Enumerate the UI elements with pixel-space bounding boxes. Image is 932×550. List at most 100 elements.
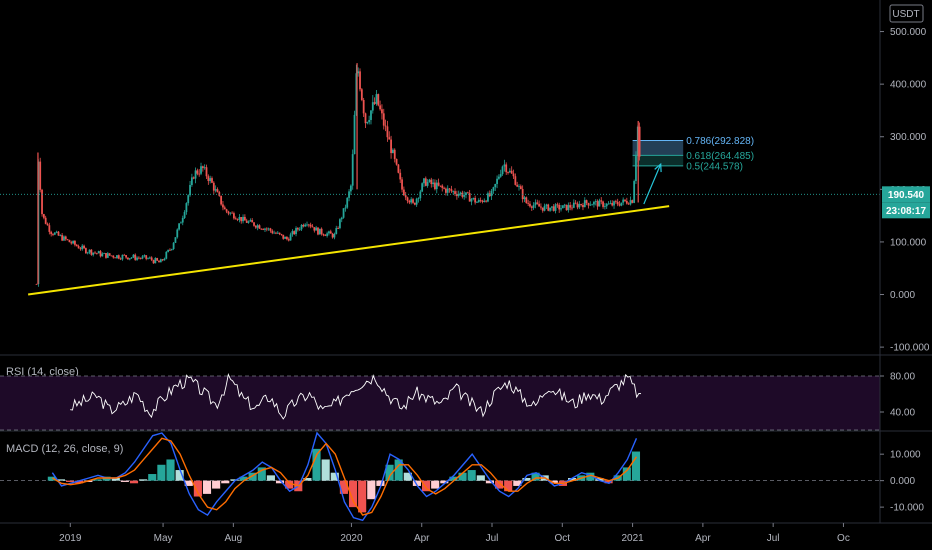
candle-body	[360, 89, 363, 100]
candle-body	[161, 259, 164, 261]
candle-body	[390, 139, 392, 154]
candle-body	[625, 200, 628, 204]
candle-body	[432, 182, 435, 185]
candle-body	[399, 172, 402, 180]
candle-body	[419, 191, 422, 199]
candle-body	[170, 249, 173, 250]
candle-body	[307, 224, 310, 226]
macd-histogram-bar	[622, 467, 631, 481]
candle-body	[545, 204, 548, 206]
candle-body	[41, 189, 43, 215]
currency-badge[interactable]: USDT	[889, 4, 924, 23]
candle-body	[117, 255, 120, 259]
macd-histogram-bar	[339, 480, 348, 494]
macd-histogram-bar	[139, 479, 148, 481]
candle-body	[95, 252, 98, 254]
rsi-title: RSI (14, close)	[6, 366, 79, 378]
candle-body	[63, 236, 65, 241]
candle-body	[214, 189, 217, 191]
candle-body	[415, 198, 418, 205]
candle-body	[225, 209, 228, 212]
candle-body	[435, 182, 438, 190]
candle-body	[459, 192, 462, 194]
candle-body	[148, 257, 151, 259]
candle-body	[554, 204, 557, 211]
candle-body	[346, 197, 349, 208]
candle-body	[280, 234, 283, 235]
price-tick-label: 100.000	[890, 237, 927, 248]
last-price-badge	[882, 186, 930, 203]
candle-body	[532, 205, 535, 208]
candle-body	[79, 248, 82, 250]
candle-body	[357, 71, 360, 74]
candle-body	[256, 225, 259, 228]
candle-body	[611, 203, 614, 206]
candle-body	[589, 204, 592, 206]
candle-body	[81, 245, 84, 250]
candle-body	[123, 254, 126, 256]
time-axis[interactable]: 2019 May Aug 2020 Apr Jul Oct 2021 Apr Jul Oc	[59, 523, 850, 544]
candle-body	[238, 217, 241, 220]
candle-body	[167, 249, 170, 252]
candle-body	[483, 200, 486, 202]
candle-body	[384, 125, 387, 127]
candle-body	[534, 202, 537, 206]
candle-body	[362, 99, 365, 114]
candle-body	[276, 232, 279, 234]
candle-body	[145, 255, 148, 259]
candle-body	[558, 204, 561, 210]
candle-body	[620, 202, 623, 206]
candle-body	[318, 228, 321, 235]
candle-body	[485, 200, 488, 202]
macd-tick-label: 10.000	[890, 450, 921, 461]
candle-body	[430, 179, 433, 185]
candle-body	[216, 189, 219, 193]
macd-histogram-bar	[93, 479, 102, 481]
macd-histogram-bar	[193, 480, 202, 497]
candle-body	[476, 202, 478, 203]
candle-body	[97, 251, 100, 254]
price-pane[interactable]: 0.786(292.828) 0.618(264.485)0.5(244.578)	[0, 63, 932, 356]
candle-body	[443, 187, 445, 189]
candle-body	[152, 260, 155, 264]
candle-body	[371, 102, 374, 111]
candle-body	[452, 191, 455, 192]
time-tick-label: Aug	[224, 533, 242, 544]
candle-body	[262, 229, 265, 230]
candle-body	[465, 192, 467, 195]
candle-body	[412, 199, 414, 203]
macd-histogram-bar	[485, 480, 494, 484]
candle-body	[503, 164, 506, 167]
rsi-pane[interactable]: RSI (14, close)	[0, 366, 932, 432]
candle-body	[549, 207, 551, 211]
candle-body	[110, 255, 113, 257]
candle-body	[183, 212, 186, 218]
price-axis[interactable]: 500.000400.000300.000200.000100.0000.000…	[879, 0, 930, 523]
candle-body	[139, 258, 142, 259]
candle-body	[194, 170, 197, 179]
candle-body	[243, 216, 246, 221]
candle-body	[408, 200, 411, 203]
candle-body	[439, 185, 442, 187]
candle-body	[264, 228, 266, 230]
macd-line	[51, 431, 638, 522]
candle-body	[203, 167, 206, 169]
candle-body	[220, 195, 223, 205]
macd-histogram-bar	[631, 451, 641, 481]
candle-body	[158, 260, 160, 263]
candle-body	[381, 109, 383, 114]
candle-body	[127, 257, 129, 260]
candle-body	[125, 255, 127, 258]
macd-histogram-bar	[184, 480, 193, 486]
macd-histogram-bar	[376, 480, 385, 486]
macd-histogram-bar	[358, 480, 367, 513]
candle-body	[137, 257, 140, 259]
candle-body	[563, 204, 566, 206]
candle-body	[315, 227, 318, 231]
candle-body	[205, 167, 208, 177]
candle-body	[42, 214, 45, 218]
candle-body	[633, 181, 636, 203]
macd-histogram-bar	[321, 459, 330, 481]
macd-pane[interactable]: MACD (12, 26, close, 9)	[0, 431, 932, 524]
